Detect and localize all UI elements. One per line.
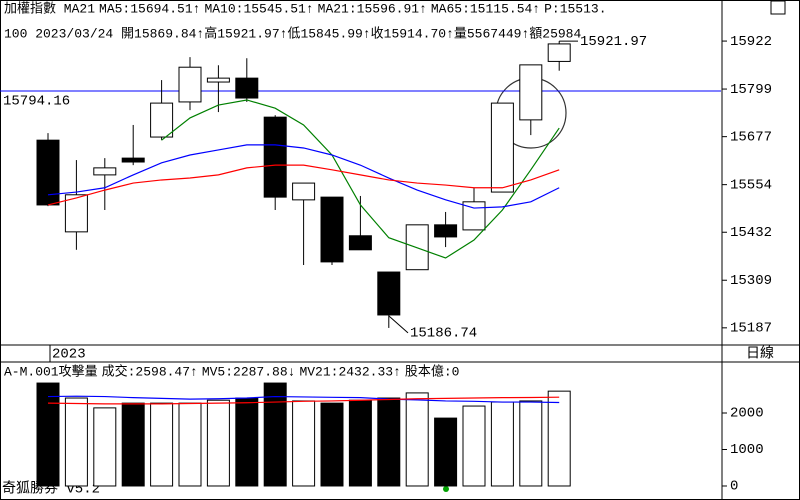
header-item: A-M.001攻擊量 — [4, 363, 98, 379]
header-item: MA21:15596.91↑ — [318, 1, 427, 16]
header-item: 股本億:0 — [405, 363, 460, 379]
y-tick-label: 1000 — [730, 442, 764, 458]
header-item: P:15513. — [544, 1, 606, 16]
volume-bar — [206, 399, 230, 487]
volume-bar — [64, 397, 88, 487]
volume-bar — [490, 401, 514, 487]
y-tick-label: 15309 — [730, 273, 772, 289]
candle-body — [462, 201, 486, 231]
candle-body — [206, 77, 230, 83]
volume-bar — [36, 382, 60, 487]
y-tick-label: 15187 — [730, 321, 772, 337]
candle-body — [434, 224, 458, 238]
header-item: MV5:2287.88↓ — [202, 364, 296, 379]
header-item: MA10:15545.51↑ — [204, 1, 313, 16]
y-tick-label: 15554 — [730, 177, 772, 193]
candle-body — [348, 235, 372, 251]
signal-dot — [443, 486, 449, 492]
candle-body — [292, 182, 316, 201]
volume-bar — [121, 402, 145, 487]
candle-body — [377, 271, 401, 316]
ma-line — [47, 144, 560, 209]
volume-bar — [377, 397, 401, 487]
plot-area — [0, 41, 721, 487]
candle-body — [263, 116, 287, 198]
volume-bar — [405, 392, 429, 487]
ma-line — [47, 164, 560, 206]
volume-bar — [547, 390, 571, 487]
period-label: 日線 — [746, 346, 774, 363]
header-item: 加權指數 MA21 — [4, 1, 95, 16]
y-tick-label: 15677 — [730, 129, 772, 145]
candle-body — [64, 194, 88, 233]
y-tick-label: 15922 — [730, 34, 772, 50]
ma-line — [47, 396, 560, 405]
candle-body — [178, 66, 202, 103]
header-item: MA5:15694.51↑ — [99, 1, 200, 16]
volume-bar — [320, 402, 344, 487]
candle-body — [36, 139, 60, 206]
window-button[interactable] — [770, 0, 786, 15]
volume-bar — [263, 382, 287, 487]
candle-body — [121, 157, 145, 163]
volume-bar — [93, 407, 117, 487]
y-tick-label: 0 — [730, 479, 738, 495]
annotation-leader — [388, 315, 409, 334]
candle-body — [150, 102, 174, 138]
volume-bar — [292, 400, 316, 487]
y-tick-label: 2000 — [730, 406, 764, 422]
candle-body — [93, 167, 117, 176]
high-label: 15921.97 — [580, 34, 647, 50]
y-tick-label: 15432 — [730, 225, 772, 241]
volume-bar — [150, 402, 174, 487]
volume-bar — [519, 400, 543, 487]
candle-body — [519, 64, 543, 121]
reference-label: 15794.16 — [3, 94, 70, 110]
candle-body — [235, 77, 259, 99]
candle-body — [320, 196, 344, 263]
header-item: 成交:2598.47↑ — [102, 363, 198, 379]
volume-bar — [434, 417, 458, 487]
header-line2: 100 2023/03/24 開15869.84↑高15921.97↑低1584… — [4, 25, 581, 41]
volume-bar — [462, 405, 486, 487]
x-label: 2023 — [52, 347, 86, 363]
volume-bar — [235, 397, 259, 487]
volume-bar — [348, 399, 372, 487]
low-label: 15186.74 — [410, 326, 477, 342]
volume-bar — [178, 402, 202, 487]
ma-line — [161, 99, 560, 259]
candle-body — [547, 43, 571, 62]
ma-line — [47, 395, 560, 404]
y-tick-label: 15799 — [730, 82, 772, 98]
header-item: MA65:15115.54↑ — [431, 1, 540, 16]
candle-body — [490, 102, 514, 193]
header-item: MV21:2432.33↑ — [299, 364, 400, 379]
